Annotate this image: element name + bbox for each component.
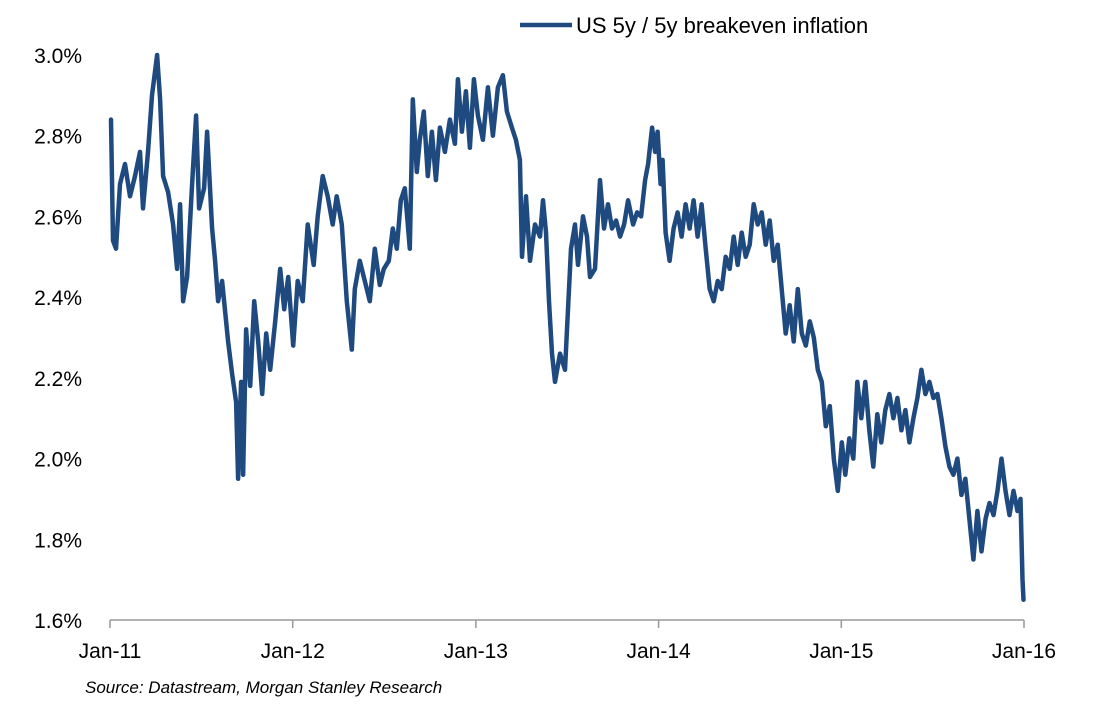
y-tick-label: 2.0% [34, 449, 82, 472]
source-note: Source: Datastream, Morgan Stanley Resea… [85, 678, 442, 697]
y-tick-label: 2.8% [34, 126, 82, 149]
legend: US 5y / 5y breakeven inflation [520, 13, 868, 38]
x-tick-label: Jan-16 [992, 640, 1056, 663]
legend-label: US 5y / 5y breakeven inflation [576, 13, 868, 38]
x-tick-label: Jan-13 [444, 640, 508, 663]
x-tick-label: Jan-14 [626, 640, 691, 663]
x-tick-label: Jan-11 [79, 640, 142, 663]
x-tick-label: Jan-15 [809, 640, 873, 663]
y-axis: 1.6% 1.8% 2.0% 2.2% 2.4% 2.6% 2.8% 3.0% [34, 45, 82, 633]
x-axis: Jan-11 Jan-12 Jan-13 Jan-14 Jan-15 Jan-16 [79, 619, 1056, 663]
x-tick-label: Jan-12 [261, 640, 325, 663]
y-tick-label: 1.8% [34, 529, 82, 552]
y-tick-label: 3.0% [34, 45, 82, 68]
y-tick-label: 1.6% [34, 610, 82, 633]
y-tick-label: 2.4% [34, 287, 82, 310]
y-tick-label: 2.2% [34, 368, 82, 391]
series-line [108, 52, 1026, 603]
y-tick-label: 2.6% [34, 206, 82, 229]
series-group [108, 52, 1026, 603]
